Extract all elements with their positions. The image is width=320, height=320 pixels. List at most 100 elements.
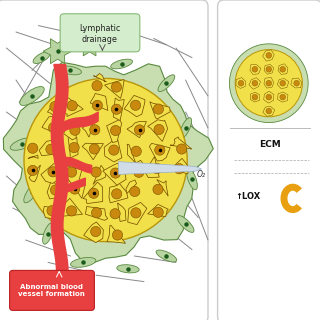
Circle shape bbox=[111, 82, 122, 92]
Polygon shape bbox=[263, 107, 275, 116]
Ellipse shape bbox=[117, 265, 139, 273]
Circle shape bbox=[92, 208, 102, 218]
Polygon shape bbox=[127, 121, 147, 138]
Polygon shape bbox=[250, 92, 260, 102]
Polygon shape bbox=[236, 77, 245, 88]
Polygon shape bbox=[39, 140, 63, 156]
Circle shape bbox=[252, 94, 258, 100]
Circle shape bbox=[112, 230, 123, 240]
Ellipse shape bbox=[33, 52, 50, 63]
Circle shape bbox=[67, 206, 77, 216]
Polygon shape bbox=[68, 137, 78, 158]
Polygon shape bbox=[149, 143, 170, 161]
Circle shape bbox=[266, 80, 272, 86]
Circle shape bbox=[266, 52, 272, 58]
FancyBboxPatch shape bbox=[218, 0, 320, 320]
Circle shape bbox=[134, 125, 145, 135]
Polygon shape bbox=[264, 77, 274, 88]
Polygon shape bbox=[47, 180, 67, 199]
Ellipse shape bbox=[24, 181, 40, 203]
Circle shape bbox=[266, 108, 272, 114]
Polygon shape bbox=[264, 64, 274, 74]
Polygon shape bbox=[128, 203, 147, 225]
Polygon shape bbox=[278, 64, 288, 74]
Circle shape bbox=[69, 142, 79, 153]
Polygon shape bbox=[68, 179, 85, 198]
Circle shape bbox=[280, 67, 285, 72]
Ellipse shape bbox=[20, 86, 44, 106]
Circle shape bbox=[91, 167, 101, 177]
Circle shape bbox=[50, 101, 60, 112]
Circle shape bbox=[47, 205, 57, 216]
Ellipse shape bbox=[59, 66, 82, 75]
Polygon shape bbox=[61, 165, 82, 184]
Polygon shape bbox=[105, 79, 124, 99]
Circle shape bbox=[92, 81, 102, 91]
Polygon shape bbox=[29, 165, 41, 182]
Circle shape bbox=[152, 164, 162, 174]
Circle shape bbox=[238, 80, 244, 86]
Circle shape bbox=[266, 67, 272, 72]
Polygon shape bbox=[109, 183, 128, 203]
Circle shape bbox=[28, 143, 38, 153]
Circle shape bbox=[153, 184, 163, 195]
Polygon shape bbox=[43, 206, 63, 219]
Circle shape bbox=[153, 104, 164, 114]
Polygon shape bbox=[277, 92, 288, 102]
Polygon shape bbox=[43, 39, 72, 64]
Polygon shape bbox=[277, 78, 289, 89]
FancyBboxPatch shape bbox=[60, 14, 140, 52]
Text: ↑LOX: ↑LOX bbox=[235, 192, 260, 201]
Circle shape bbox=[131, 100, 141, 110]
Polygon shape bbox=[170, 158, 188, 174]
Circle shape bbox=[235, 50, 302, 117]
Polygon shape bbox=[77, 34, 102, 56]
Text: O₂: O₂ bbox=[197, 170, 206, 179]
Polygon shape bbox=[60, 198, 83, 216]
Polygon shape bbox=[3, 62, 213, 263]
Polygon shape bbox=[263, 50, 274, 61]
Circle shape bbox=[153, 207, 163, 217]
Circle shape bbox=[91, 227, 101, 237]
Ellipse shape bbox=[158, 75, 175, 92]
Circle shape bbox=[252, 67, 258, 72]
Ellipse shape bbox=[177, 216, 194, 232]
Polygon shape bbox=[107, 120, 122, 142]
Polygon shape bbox=[130, 160, 147, 172]
Polygon shape bbox=[126, 180, 137, 194]
Circle shape bbox=[110, 209, 120, 219]
Polygon shape bbox=[104, 139, 122, 162]
Circle shape bbox=[92, 100, 102, 110]
Text: ECM: ECM bbox=[260, 140, 281, 148]
Polygon shape bbox=[148, 120, 168, 141]
Polygon shape bbox=[157, 180, 168, 196]
Circle shape bbox=[131, 208, 141, 218]
Polygon shape bbox=[118, 203, 126, 221]
Circle shape bbox=[28, 165, 38, 176]
Circle shape bbox=[109, 145, 119, 155]
Polygon shape bbox=[47, 99, 67, 118]
Polygon shape bbox=[145, 157, 159, 178]
Polygon shape bbox=[83, 182, 103, 204]
Circle shape bbox=[70, 125, 80, 135]
Polygon shape bbox=[249, 78, 260, 89]
Circle shape bbox=[24, 78, 187, 242]
Circle shape bbox=[174, 164, 184, 174]
Polygon shape bbox=[41, 160, 62, 183]
Circle shape bbox=[252, 80, 258, 86]
Text: Abnormal blood
vessel formation: Abnormal blood vessel formation bbox=[19, 284, 85, 297]
Polygon shape bbox=[250, 64, 261, 75]
Circle shape bbox=[89, 188, 99, 198]
Polygon shape bbox=[170, 137, 192, 149]
Polygon shape bbox=[84, 222, 103, 243]
Polygon shape bbox=[103, 163, 126, 185]
Circle shape bbox=[67, 100, 77, 111]
Text: Lymphatic
drainage: Lymphatic drainage bbox=[79, 24, 121, 44]
Circle shape bbox=[48, 123, 59, 133]
Circle shape bbox=[51, 185, 61, 195]
Polygon shape bbox=[124, 95, 145, 117]
Polygon shape bbox=[28, 155, 38, 159]
Polygon shape bbox=[264, 91, 274, 103]
Circle shape bbox=[48, 167, 58, 177]
Polygon shape bbox=[118, 162, 202, 174]
